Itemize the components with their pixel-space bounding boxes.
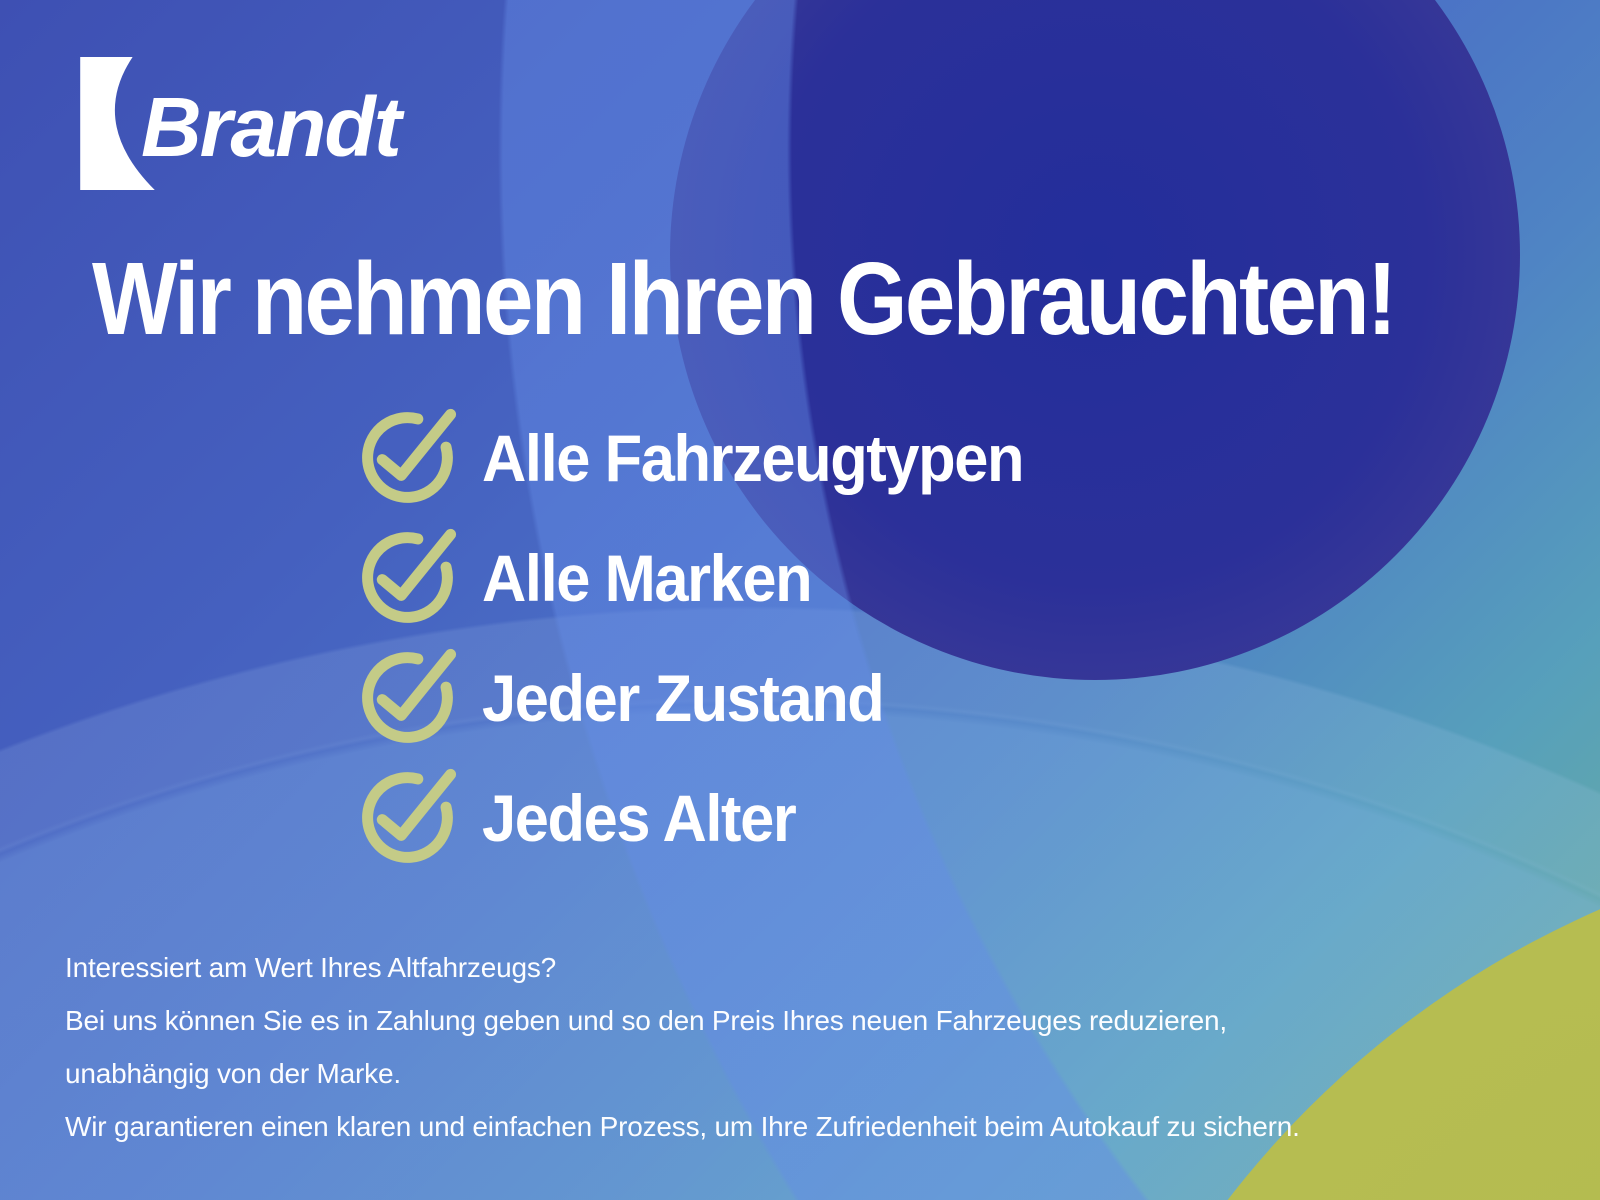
check-circle-icon (362, 768, 457, 863)
footer-line: Bei uns können Sie es in Zahlung geben u… (65, 1005, 1227, 1036)
checklist-row: Jedes Alter (355, 765, 1064, 870)
footer-line: Interessiert am Wert Ihres Altfahrzeugs? (65, 952, 557, 983)
check-circle-icon (362, 408, 457, 503)
check-circle-icon (362, 528, 457, 623)
checklist-row: Alle Fahrzeugtypen (355, 405, 1064, 510)
brand-logo-icon (80, 57, 155, 190)
checklist-item-label: Alle Fahrzeugtypen (482, 420, 1024, 495)
footer-line: unabhängig von der Marke. (65, 1058, 401, 1089)
check-circle-icon (362, 648, 457, 743)
checklist-item-label: Jeder Zustand (482, 660, 885, 735)
checklist-item-label: Alle Marken (482, 540, 813, 615)
benefits-checklist: Alle Fahrzeugtypen Alle Marken Jeder Zus… (355, 405, 1064, 885)
dark-blue-circle (670, 0, 1520, 680)
checklist-row: Alle Marken (355, 525, 1064, 630)
brand-name: Brandt (141, 80, 402, 174)
checklist-row: Jeder Zustand (355, 645, 1064, 750)
footer-paragraph: Interessiert am Wert Ihres Altfahrzeugs?… (65, 941, 1300, 1153)
checklist-item-label: Jedes Alter (482, 780, 797, 855)
headline: Wir nehmen Ihren Gebrauchten! (92, 241, 1397, 356)
footer-line: Wir garantieren einen klaren und einfach… (65, 1111, 1300, 1142)
